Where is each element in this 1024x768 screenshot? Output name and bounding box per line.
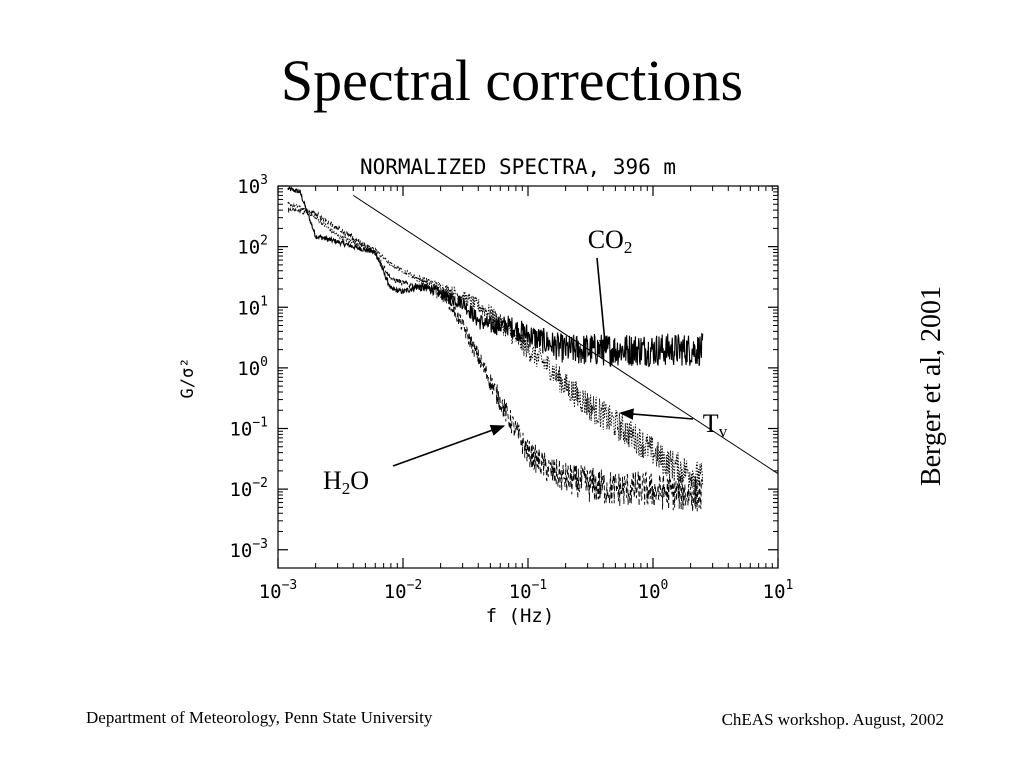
x-tick-label: 10−2 — [384, 578, 423, 603]
series-label-1: Tv — [703, 409, 728, 441]
y-tick-label-exponent: −3 — [252, 537, 268, 552]
x-tick-label-base: 10 — [763, 581, 786, 603]
x-tick-label: 10−1 — [509, 578, 548, 603]
series-label-subscript: 2 — [342, 479, 351, 498]
y-tick-label: 10−3 — [229, 537, 268, 562]
x-tick-label-exponent: 0 — [661, 578, 669, 593]
series-label-0: CO2 — [588, 225, 633, 257]
series-line-2 — [287, 207, 704, 512]
y-tick-label-base: 10 — [229, 479, 252, 501]
y-tick-label: 101 — [237, 294, 268, 319]
x-tick-label-exponent: 1 — [786, 578, 794, 593]
series-label-2: H2O — [323, 466, 369, 498]
chart-title: NORMALIZED SPECTRA, 396 m — [360, 155, 676, 179]
reference-slope-line — [352, 194, 779, 475]
x-tick-label-exponent: −2 — [407, 578, 423, 593]
x-tick-label: 101 — [763, 578, 794, 603]
y-tick-label-exponent: 3 — [260, 173, 268, 188]
series-label-part: T — [703, 409, 719, 438]
series-label-part: CO — [588, 225, 624, 254]
y-tick-label-base: 10 — [237, 297, 260, 319]
annotation-arrow-0 — [596, 257, 611, 354]
y-tick-label: 100 — [237, 355, 268, 380]
annotation-arrow-1 — [619, 408, 694, 420]
series-label-part: H — [323, 466, 342, 495]
series-line-0 — [287, 185, 704, 368]
x-tick-label-base: 10 — [509, 581, 532, 603]
x-axis-label: f (Hz) — [486, 605, 555, 627]
y-tick-label-exponent: 2 — [260, 234, 268, 249]
y-tick-label-base: 10 — [237, 176, 260, 198]
y-tick-label: 10−2 — [229, 476, 268, 501]
y-axis-label: G/σ² — [178, 358, 198, 399]
series-label-part: O — [350, 466, 369, 495]
citation-credit-text: Berger et al, 2001 — [916, 285, 947, 487]
y-tick-label-exponent: 1 — [260, 294, 268, 309]
annotation-arrow-2 — [392, 424, 506, 467]
y-tick-label: 10−1 — [229, 416, 268, 441]
x-tick-label-exponent: −3 — [282, 578, 298, 593]
y-tick-label: 103 — [237, 173, 268, 198]
y-tick-label-base: 10 — [237, 358, 260, 380]
y-tick-label-base: 10 — [229, 540, 252, 562]
y-tick-label-exponent: 0 — [260, 355, 268, 370]
footer-right: ChEAS workshop. August, 2002 — [721, 710, 944, 729]
x-tick-label-exponent: −1 — [532, 578, 548, 593]
x-tick-label-base: 10 — [638, 581, 661, 603]
plot-frame — [277, 185, 779, 569]
x-tick-label-base: 10 — [384, 581, 407, 603]
y-tick-label-base: 10 — [229, 419, 252, 441]
series-label-subscript: 2 — [624, 238, 633, 257]
x-tick-label-base: 10 — [259, 581, 282, 603]
series-label-subscript: v — [719, 422, 728, 441]
slide-title: Spectral corrections — [280, 48, 744, 113]
x-tick-label: 100 — [638, 578, 669, 603]
footer-left: Department of Meteorology, Penn State Un… — [86, 708, 433, 727]
y-tick-label-base: 10 — [237, 237, 260, 259]
y-tick-label-exponent: −2 — [252, 476, 268, 491]
y-tick-label: 102 — [237, 234, 268, 259]
y-tick-label-exponent: −1 — [252, 416, 268, 431]
series-line-1 — [287, 201, 704, 490]
x-tick-label: 10−3 — [259, 578, 298, 603]
